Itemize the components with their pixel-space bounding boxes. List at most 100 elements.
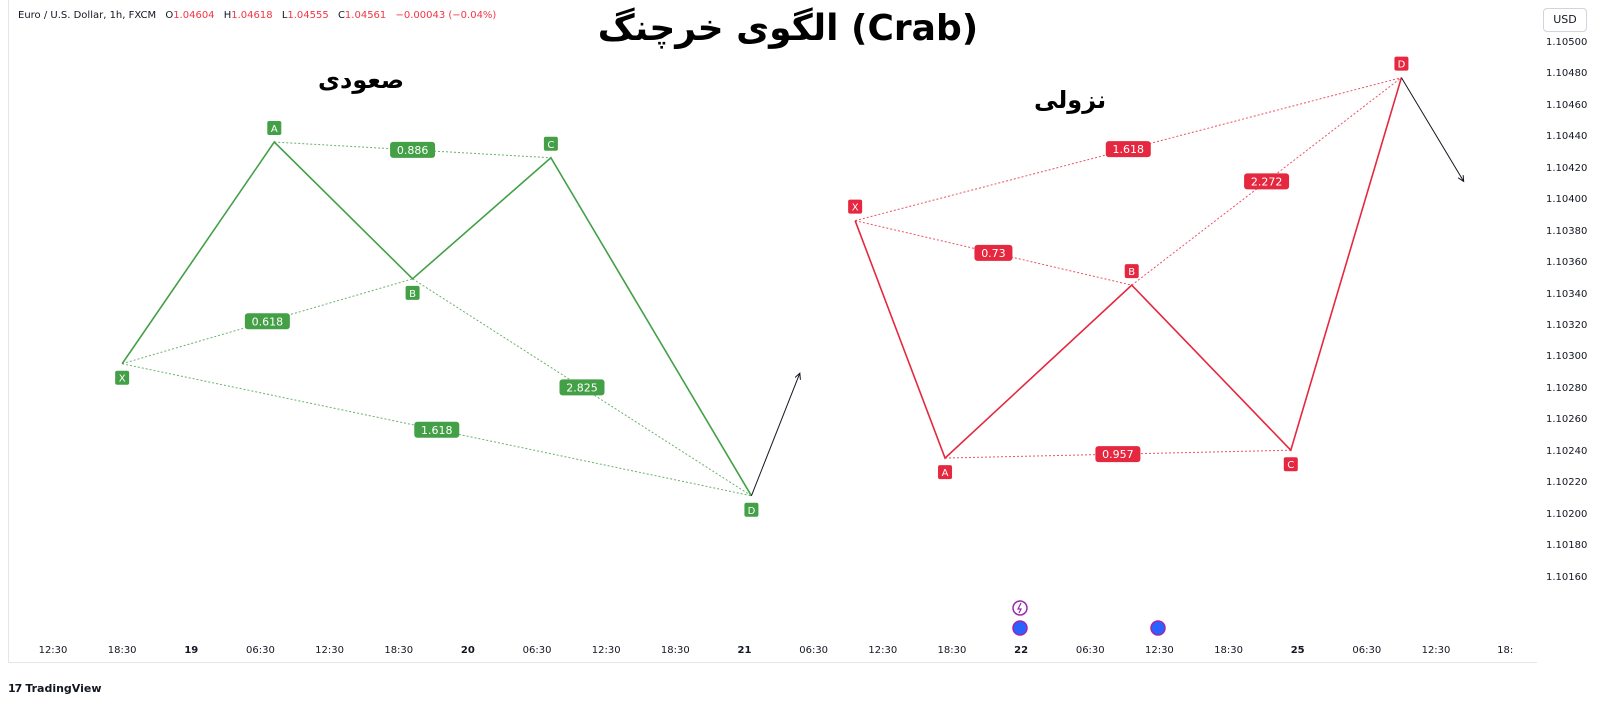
time-tick: 18:30: [1214, 645, 1243, 656]
price-tick: 1.10220: [1546, 477, 1588, 489]
bearish-pattern-line[interactable]: [854, 77, 1403, 460]
ratio-label[interactable]: 0.73: [974, 244, 1013, 261]
time-tick: 18:: [1497, 645, 1514, 656]
point-label-b[interactable]: B: [405, 285, 420, 300]
high-value: 1.04618: [231, 10, 273, 21]
lightning-glyph-icon: [1017, 602, 1022, 614]
time-tick: 12:30: [1421, 645, 1451, 656]
time-tick: 20: [460, 645, 475, 656]
point-label-bg: [938, 465, 953, 480]
point-label-text: X: [852, 203, 859, 214]
lightning-icon[interactable]: [1012, 600, 1028, 616]
time-tick: 18:30: [660, 645, 690, 656]
point-label-c[interactable]: C: [543, 136, 558, 151]
ratio-value: 0.886: [397, 144, 429, 157]
ratio-label[interactable]: 0.957: [1095, 446, 1141, 463]
point-label-bg: [744, 502, 759, 517]
point-label-a[interactable]: A: [938, 465, 953, 480]
point-label-text: B: [409, 289, 416, 300]
ratio-value: 1.618: [1113, 143, 1145, 156]
ratio-line[interactable]: [122, 278, 413, 365]
price-tick: 1.10480: [1546, 68, 1588, 80]
close-label: C: [337, 10, 345, 21]
time-tick: 06:30: [1075, 645, 1105, 656]
point-label-bg: [848, 199, 863, 214]
point-label-text: A: [271, 124, 278, 135]
price-tick: 1.10400: [1546, 194, 1588, 206]
time-tick: 19: [184, 645, 199, 656]
point-label-b[interactable]: B: [1124, 264, 1139, 279]
point-label-x[interactable]: X: [848, 199, 863, 214]
point-label-text: D: [1398, 60, 1406, 71]
point-label-d[interactable]: D: [1394, 56, 1409, 71]
point-label-text: C: [1287, 460, 1294, 471]
event-icons[interactable]: [1012, 600, 1166, 636]
economic-event-icon[interactable]: [1150, 620, 1166, 636]
time-tick: 25: [1290, 645, 1305, 656]
low-value: 1.04555: [287, 10, 329, 21]
ratio-label[interactable]: 0.618: [244, 313, 290, 330]
point-label-text: B: [1128, 267, 1135, 278]
economic-event-icon[interactable]: [1012, 620, 1028, 636]
ratio-label[interactable]: 1.618: [1105, 141, 1151, 158]
price-tick: 1.10160: [1546, 571, 1588, 583]
price-tick: 1.10340: [1546, 288, 1588, 300]
bearish-pattern-title: نزولی: [1034, 86, 1107, 114]
point-label-a[interactable]: A: [267, 121, 282, 136]
bullish-pattern-line[interactable]: [121, 140, 753, 497]
projection-arrow[interactable]: [750, 373, 799, 496]
ratio-label[interactable]: 2.825: [559, 379, 605, 396]
point-label-bg: [1283, 457, 1298, 472]
price-tick: 1.10380: [1546, 225, 1588, 237]
point-label-bg: [267, 121, 282, 136]
time-tick: 06:30: [522, 645, 552, 656]
point-label-d[interactable]: D: [744, 502, 759, 517]
time-tick: 22: [1014, 645, 1029, 656]
ratio-label[interactable]: 2.272: [1244, 173, 1290, 190]
ratio-label[interactable]: 0.886: [390, 141, 436, 158]
time-tick: 18:30: [937, 645, 967, 656]
ratio-label-bg: [244, 313, 290, 330]
ratio-value: 0.618: [252, 315, 284, 328]
point-label-text: X: [119, 374, 126, 385]
ratio-label[interactable]: 1.618: [414, 421, 460, 438]
time-tick: 12:30: [315, 645, 345, 656]
chart-title: الگوی خرچنگ (Crab): [597, 8, 979, 49]
time-tick: 12:30: [1144, 645, 1174, 656]
point-label-text: C: [547, 140, 554, 151]
point-label-bg: [1124, 264, 1139, 279]
time-tick: 12:30: [38, 645, 68, 656]
ratio-label-bg: [414, 421, 460, 438]
tv-logo-icon: 17: [8, 682, 22, 695]
tradingview-logo[interactable]: 17 TradingView: [8, 682, 102, 695]
price-tick: 1.10180: [1546, 540, 1588, 552]
ratio-label-bg: [1095, 446, 1141, 463]
ratio-value: 1.618: [421, 424, 453, 437]
time-tick: 12:30: [868, 645, 898, 656]
point-label-bg: [543, 136, 558, 151]
time-tick: 18:30: [107, 645, 137, 656]
bullish-pattern-title: صعودی: [318, 66, 405, 94]
currency-button[interactable]: USD: [1543, 8, 1587, 32]
close-value: 1.04561: [344, 10, 387, 21]
time-tick: 06:30: [1352, 645, 1382, 656]
point-label-bg: [1394, 56, 1409, 71]
ratio-line[interactable]: [855, 220, 1132, 286]
point-label-c[interactable]: C: [1283, 457, 1298, 472]
price-scale[interactable]: 1.10500 1.10480 1.10460 1.10440 1.10420 1.104…: [1536, 0, 1600, 662]
price-tick: 1.10420: [1546, 162, 1588, 174]
tv-logo-text: TradingView: [25, 682, 102, 695]
price-tick: 1.10440: [1546, 131, 1588, 143]
chart-pane[interactable]: [8, 0, 1537, 663]
plot-svg: 0.618 0.886 2.825 1.618 X A B C D 0.73 0.957 2.272 1…: [115, 56, 1536, 636]
ratio-line[interactable]: [1131, 77, 1402, 286]
price-tick: 1.10320: [1546, 320, 1588, 331]
symbol-name[interactable]: Euro / U.S. Dollar, 1h, FXCM: [18, 10, 157, 21]
price-tick: 1.10240: [1546, 445, 1588, 457]
projection-arrow[interactable]: [1400, 77, 1463, 182]
price-tick: 1.10300: [1546, 351, 1588, 363]
ratio-value: 2.272: [1251, 175, 1283, 188]
point-label-x[interactable]: X: [115, 370, 130, 385]
symbol-info: Euro / U.S. Dollar, 1h, FXCM O1.04604 H1…: [18, 10, 502, 21]
